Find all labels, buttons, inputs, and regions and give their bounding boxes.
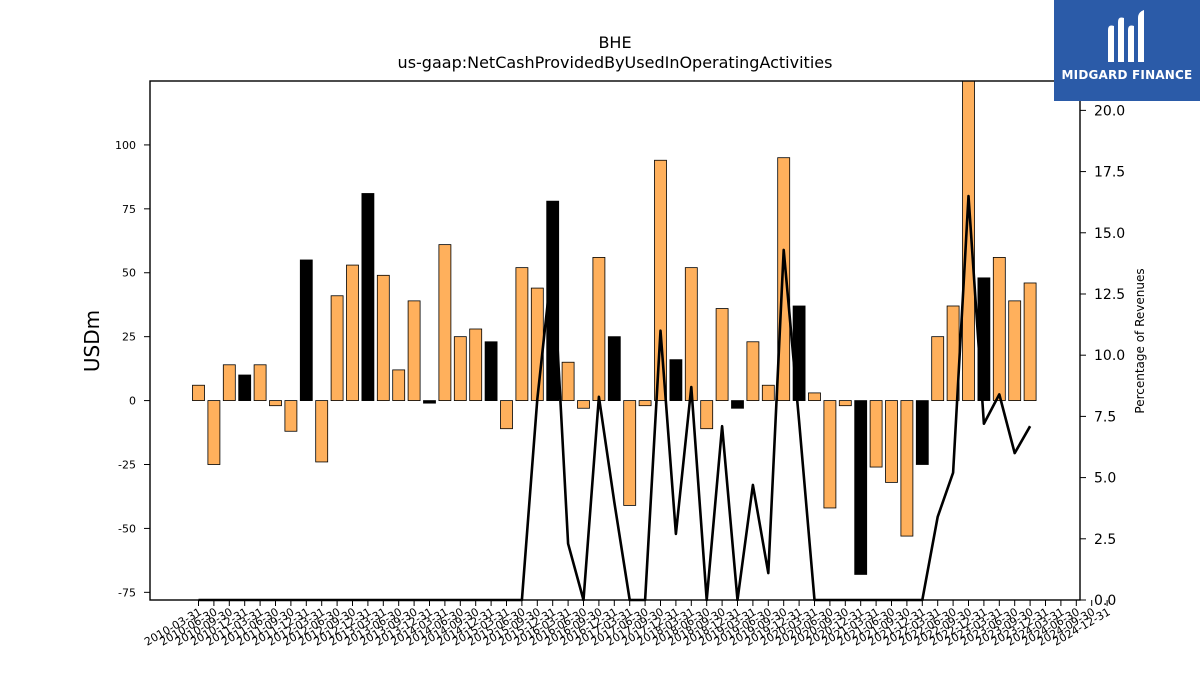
y-tick-label-100: 100 xyxy=(115,139,136,152)
logo-text: MIDGARD FINANCE xyxy=(1061,68,1193,82)
bar-2014-09-30 xyxy=(469,328,483,401)
y-right-tick-label-2: 5.0 xyxy=(1094,471,1116,487)
bar-2015-03-31 xyxy=(500,400,513,430)
bar-2018-03-31 xyxy=(684,267,698,401)
bar-2017-09-30 xyxy=(654,159,667,401)
y-right-tick-label-5: 12.5 xyxy=(1094,287,1125,303)
bar-2013-09-30 xyxy=(407,300,421,401)
chart-title: BHE xyxy=(598,33,631,52)
y-tick-label-25: 25 xyxy=(122,331,136,344)
y-right-tick-label-0: 0.0 xyxy=(1094,593,1116,609)
y-tick-label--50: -50 xyxy=(118,522,136,535)
bar-2020-03-31 xyxy=(808,392,821,401)
bar-2012-12-31 xyxy=(361,193,375,401)
axes: -75 -50 -25 0 25 50 75 100 0.0 2.5 5.0 7.5 10.0 12.5 1… xyxy=(115,80,1125,649)
bar-2019-03-31 xyxy=(746,341,760,401)
bar-2023-03-31 xyxy=(992,257,1006,401)
bar-2012-06-30 xyxy=(330,295,344,401)
bar-2012-09-30 xyxy=(346,264,359,401)
y-tick-label-50: 50 xyxy=(122,267,136,280)
bar-2021-09-30 xyxy=(900,400,914,537)
bar-2013-12-31 xyxy=(423,400,436,404)
y-right-tick-label-7: 17.5 xyxy=(1094,165,1125,181)
bar-2020-12-31 xyxy=(854,400,868,575)
bars xyxy=(192,80,1037,575)
bar-2021-06-30 xyxy=(885,400,898,483)
bar-2022-03-31 xyxy=(931,336,945,401)
bar-2014-06-30 xyxy=(453,336,467,401)
bar-2021-12-31 xyxy=(915,400,929,465)
bar-2013-03-31 xyxy=(376,274,390,401)
bar-2017-03-31 xyxy=(623,400,637,506)
y-tick-label--25: -25 xyxy=(118,458,136,471)
y-axis-right-label: Percentage of Revenues xyxy=(1133,268,1147,413)
bar-2017-06-30 xyxy=(638,400,652,407)
bar-2016-06-30 xyxy=(577,400,590,409)
y-axis-label: USDm xyxy=(80,310,104,372)
bar-2018-09-30 xyxy=(715,308,729,401)
bar-2018-06-30 xyxy=(700,400,714,430)
bar-2022-12-31 xyxy=(977,277,991,401)
bar-2023-06-30 xyxy=(1008,300,1022,401)
bar-2014-12-31 xyxy=(484,341,498,401)
bar-2013-06-30 xyxy=(392,369,406,401)
bar-2018-12-31 xyxy=(731,400,744,409)
y-tick-label-0: 0 xyxy=(129,395,136,408)
midgard-finance-logo: MIDGARD FINANCE xyxy=(1054,0,1200,101)
bar-2019-06-30 xyxy=(761,384,775,401)
bar-2011-12-31 xyxy=(299,259,313,401)
bar-2017-12-31 xyxy=(669,359,683,401)
plot-frame xyxy=(149,80,1081,601)
y-tick-label--75: -75 xyxy=(118,586,136,599)
bar-2011-03-31 xyxy=(253,364,267,401)
bar-2015-06-30 xyxy=(515,267,529,401)
bar-2023-09-30 xyxy=(1023,282,1037,401)
bar-2010-09-30 xyxy=(222,364,236,401)
bar-2021-03-31 xyxy=(869,400,883,468)
y-right-tick-label-1: 2.5 xyxy=(1094,532,1116,548)
bar-2010-03-31 xyxy=(192,384,205,401)
bar-2010-06-30 xyxy=(207,400,221,465)
midgard-logo-icon xyxy=(1108,10,1144,62)
bar-2015-09-30 xyxy=(530,287,544,401)
y-tick-label-75: 75 xyxy=(122,203,136,216)
y-right-tick-label-6: 15.0 xyxy=(1094,226,1125,242)
y-right-tick-label-8: 20.0 xyxy=(1094,103,1125,119)
bar-2020-06-30 xyxy=(823,400,837,509)
bar-2011-09-30 xyxy=(284,400,298,432)
bar-2011-06-30 xyxy=(269,400,282,407)
bar-2020-09-30 xyxy=(838,400,852,407)
bar-2016-09-30 xyxy=(592,257,606,401)
bar-2010-12-31 xyxy=(238,374,252,401)
bar-2016-12-31 xyxy=(607,336,621,401)
bar-2014-03-31 xyxy=(438,244,452,401)
y-right-tick-label-4: 10.0 xyxy=(1094,348,1125,364)
bar-2012-03-31 xyxy=(315,400,329,463)
y-right-tick-label-3: 7.5 xyxy=(1094,409,1116,425)
chart-subtitle: us-gaap:NetCashProvidedByUsedInOperating… xyxy=(398,53,833,72)
bar-2016-03-31 xyxy=(561,361,575,401)
